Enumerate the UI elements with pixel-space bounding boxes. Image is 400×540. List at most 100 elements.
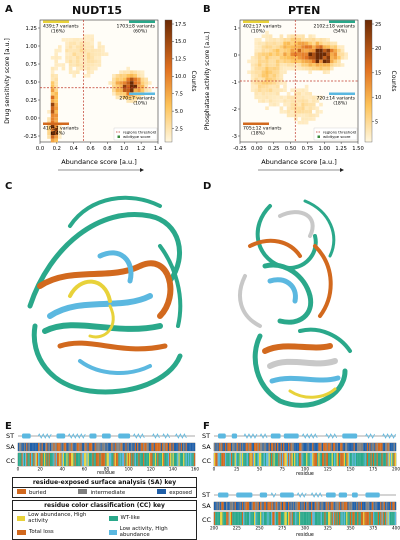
sa-key-item-intermediate: intermediate — [78, 489, 125, 496]
cc-residue — [67, 453, 69, 466]
cc-residue — [216, 512, 218, 525]
cc-residue — [154, 453, 157, 466]
sa-residue — [243, 443, 245, 451]
cc-residue — [360, 512, 363, 525]
sa-residue — [301, 502, 303, 510]
heatmap-cell — [119, 74, 123, 78]
heatmap-cell — [54, 81, 58, 85]
sa-residue — [303, 443, 306, 451]
sa-residue — [221, 502, 223, 510]
heatmap-cell — [308, 63, 312, 67]
cc-residue — [173, 453, 175, 466]
sa-residue — [256, 502, 258, 510]
cc-residue — [314, 453, 316, 466]
heatmap-cell — [54, 66, 58, 71]
cc-residue — [235, 453, 238, 466]
cc-residue — [185, 453, 187, 466]
heatmap-cell — [101, 48, 105, 53]
cc-residue — [385, 453, 387, 466]
heatmap-cell — [247, 70, 251, 74]
residue-tick-label: 300 — [301, 526, 309, 531]
residue-tick-label: 140 — [169, 467, 177, 472]
sa-residue — [296, 443, 298, 451]
cc-residue — [320, 512, 323, 525]
heatmap-cell — [301, 56, 305, 60]
colorbar-tick-label: 12.5 — [175, 57, 186, 63]
sa-residue — [340, 502, 342, 510]
heatmap-cell — [326, 56, 330, 60]
heatmap-cell — [333, 41, 338, 46]
heatmap-cell — [322, 45, 327, 49]
heatmap-cell — [133, 81, 138, 85]
heatmap-cell — [112, 77, 116, 82]
cc-residue — [318, 512, 320, 525]
sa-residue — [307, 502, 309, 510]
sa-residue — [224, 502, 227, 510]
colorbar-tick-label: 5 — [375, 119, 378, 125]
cc-residue — [224, 453, 227, 466]
sa-residue — [164, 443, 166, 451]
cc-residue — [144, 453, 146, 466]
ribbon-helix — [97, 250, 134, 284]
heatmap-cell — [68, 48, 73, 53]
cc-residue — [274, 453, 276, 466]
heatmap-cell — [312, 45, 316, 49]
sa-residue — [180, 443, 183, 451]
heatmap-cell — [137, 88, 141, 92]
sa-residue — [20, 443, 22, 451]
sa-residue — [292, 502, 295, 510]
sa-residue — [346, 443, 348, 451]
heatmap-cell — [83, 66, 87, 71]
heatmap-cell — [140, 77, 145, 82]
heatmap-cell — [119, 70, 123, 74]
cc-residue — [159, 453, 161, 466]
cc-residue — [237, 453, 239, 466]
heatmap-cell — [294, 66, 298, 71]
heatmap-cell — [68, 59, 73, 64]
sa-residue — [172, 443, 174, 451]
sa-residue — [315, 443, 318, 451]
cc-residue — [336, 453, 338, 466]
sa-residue — [308, 443, 310, 451]
heatmap-cell — [337, 48, 341, 53]
sa-residue — [360, 502, 363, 510]
cc-residue — [255, 453, 257, 466]
cc-residue — [279, 512, 281, 525]
heatmap-cell — [90, 34, 94, 38]
cc-residue — [291, 453, 293, 466]
cc-residue — [124, 453, 126, 466]
cc-residue — [338, 453, 341, 466]
heatmap-cell — [315, 45, 320, 49]
heatmap-cell — [108, 81, 112, 85]
heatmap-cell — [250, 63, 255, 67]
x-axis-arrow-head — [340, 168, 344, 172]
heatmap-cell — [258, 84, 262, 89]
cc-residue — [228, 512, 230, 525]
cc-residue — [393, 512, 395, 525]
heatmap-cell — [294, 102, 298, 107]
heatmap-cell — [65, 59, 69, 64]
sa-residue — [218, 443, 221, 451]
sa-residue — [151, 443, 153, 451]
heatmap-cell — [340, 45, 345, 49]
sa-residue — [87, 443, 89, 451]
cc-residue — [359, 453, 361, 466]
heatmap-cell — [272, 56, 276, 60]
sa-residue — [393, 502, 395, 510]
heatmap-cell — [272, 59, 276, 64]
cc-residue — [387, 512, 389, 525]
sa-track — [214, 443, 397, 451]
heatmap-cell — [90, 38, 94, 42]
cc-residue — [215, 453, 217, 466]
sa-residue — [296, 502, 298, 510]
heatmap-cell — [290, 63, 294, 67]
heatmap-cell — [279, 59, 284, 64]
residue-tick-label: 400 — [392, 526, 400, 531]
heatmap-cell — [83, 52, 87, 56]
cc-residue — [386, 512, 388, 525]
sa-residue — [86, 443, 88, 451]
sa-residue — [260, 443, 262, 451]
cc-residue — [25, 453, 27, 466]
heatmap-cell — [297, 113, 302, 118]
helix-element — [310, 492, 323, 498]
